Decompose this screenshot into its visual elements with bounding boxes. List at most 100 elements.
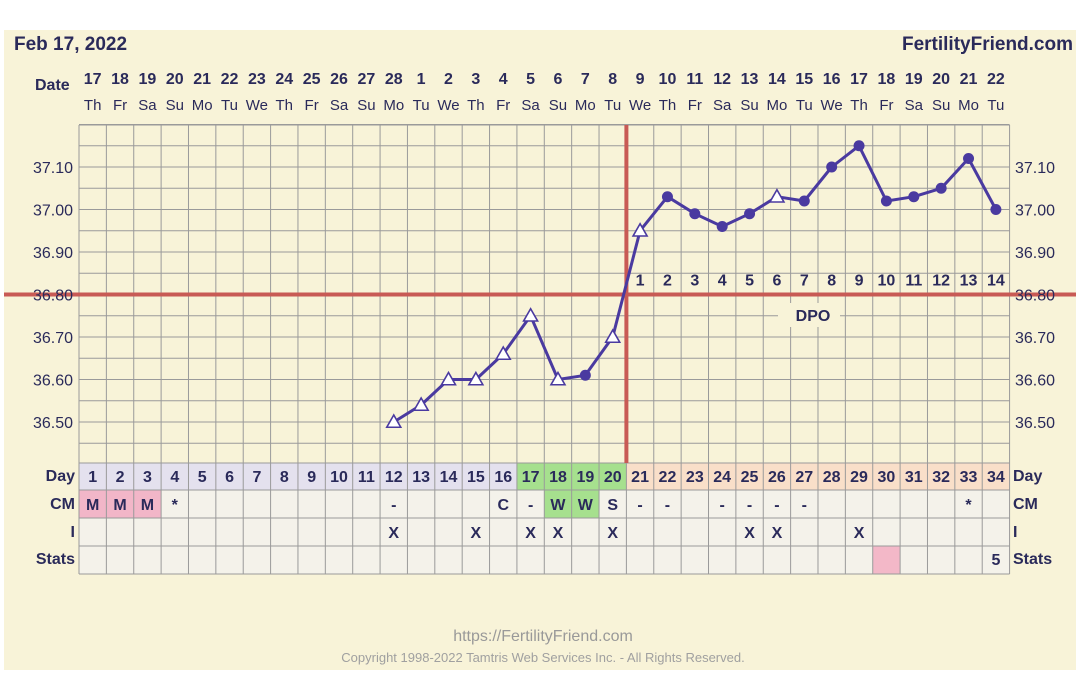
day-number: 9: [307, 469, 316, 486]
stats-cell-bg: [599, 546, 627, 574]
day-number: 18: [549, 469, 567, 486]
stats-cell-bg: [489, 546, 517, 574]
cm-value: -: [637, 497, 642, 514]
cm-value: S: [607, 497, 618, 514]
stats-cell-bg: [872, 546, 901, 574]
stats-cell-bg: [708, 546, 736, 574]
day-number: 32: [932, 469, 950, 486]
cm-value: -: [528, 497, 533, 514]
y-tick-left: 36.60: [33, 373, 73, 390]
i-cell-bg: [516, 518, 545, 546]
date-label: 27: [357, 71, 375, 88]
stats-cell-bg: [516, 546, 545, 574]
day-number: 17: [522, 469, 540, 486]
row-label-left-day: Day: [46, 468, 75, 485]
day-number: 33: [960, 469, 978, 486]
weekday-label: Fr: [113, 97, 127, 114]
i-cell-bg: [352, 518, 381, 546]
day-number: 24: [713, 469, 731, 486]
date-label: 20: [166, 71, 184, 88]
date-label: 21: [960, 71, 978, 88]
dpo-number: 10: [878, 273, 896, 290]
day-cell-bg: [434, 463, 463, 490]
cm-cell-bg: [462, 490, 490, 518]
stats-cell-bg: [982, 546, 1010, 574]
date-label: 19: [905, 71, 923, 88]
cm-cell-bg: [763, 490, 791, 518]
day-number: 20: [604, 469, 622, 486]
stats-cell-bg: [817, 546, 846, 574]
row-label-right-i: I: [1013, 524, 1017, 541]
date-label: 13: [741, 71, 759, 88]
weekday-label: Th: [276, 97, 294, 114]
day-number: 26: [768, 469, 786, 486]
stats-cell-bg: [653, 546, 682, 574]
weekday-label: Tu: [413, 97, 430, 114]
day-number: 29: [850, 469, 868, 486]
stats-cell-bg: [954, 546, 983, 574]
day-cell-bg: [845, 463, 873, 490]
stats-cell-bg: [188, 546, 216, 574]
dpo-number: 7: [800, 273, 809, 290]
day-cell-bg: [735, 463, 764, 490]
temp-point-triangle: [549, 370, 567, 386]
row-label-left-cm: CM: [50, 496, 75, 513]
date-label: 14: [768, 71, 786, 88]
cm-cell-bg: [790, 490, 818, 518]
intercourse-mark: X: [525, 525, 536, 542]
cm-value: C: [497, 497, 509, 514]
cm-cell-bg: [653, 490, 682, 518]
cm-cell-bg: [79, 490, 107, 518]
day-cell-bg: [982, 463, 1010, 490]
i-cell-bg: [79, 518, 107, 546]
brand-name: FertilityFriend.com: [902, 34, 1073, 55]
cm-value: W: [550, 497, 566, 514]
cm-cell-bg: [927, 490, 955, 518]
date-label: 1: [417, 71, 426, 88]
day-cell-bg: [106, 463, 134, 490]
day-number: 10: [330, 469, 348, 486]
stats-cell-bg: [462, 546, 490, 574]
cm-cell-bg: [900, 490, 928, 518]
day-number: 27: [795, 469, 813, 486]
dpo-number: 4: [718, 273, 727, 290]
i-cell-bg: [325, 518, 353, 546]
cm-cell-bg: [243, 490, 271, 518]
y-tick-left: 37.00: [33, 203, 73, 220]
day-cell-bg: [133, 463, 162, 490]
date-label: 18: [111, 71, 129, 88]
weekday-label: Su: [166, 97, 184, 114]
date-label: 3: [471, 71, 480, 88]
date-label: 22: [987, 71, 1005, 88]
date-label: 11: [686, 71, 703, 88]
i-cell-bg: [927, 518, 955, 546]
i-cell-bg: [708, 518, 736, 546]
dpo-number: 3: [690, 273, 699, 290]
day-number: 23: [686, 469, 704, 486]
day-number: 8: [280, 469, 289, 486]
day-number: 31: [905, 469, 923, 486]
i-cell-bg: [215, 518, 244, 546]
intercourse-mark: X: [744, 525, 755, 542]
day-number: 28: [823, 469, 841, 486]
cm-cell-bg: [599, 490, 627, 518]
day-cell-bg: [516, 463, 545, 490]
date-label: 22: [221, 71, 239, 88]
weekday-label: Sa: [330, 97, 349, 114]
day-number: 14: [440, 469, 458, 486]
y-tick-left: 36.50: [33, 415, 73, 432]
day-cell-bg: [599, 463, 627, 490]
temp-point-triangle: [604, 328, 622, 344]
temp-point-dot: [963, 153, 975, 164]
day-cell-bg: [188, 463, 216, 490]
weekday-label: Mo: [383, 97, 404, 114]
i-cell-bg: [954, 518, 983, 546]
cm-cell-bg: [571, 490, 600, 518]
day-cell-bg: [325, 463, 353, 490]
intercourse-mark: X: [607, 525, 618, 542]
day-number: 3: [143, 469, 152, 486]
date-label: 2: [444, 71, 453, 88]
day-cell-bg: [352, 463, 381, 490]
footer-url[interactable]: https://FertilityFriend.com: [453, 628, 633, 645]
y-tick-right: 37.00: [1015, 203, 1055, 220]
